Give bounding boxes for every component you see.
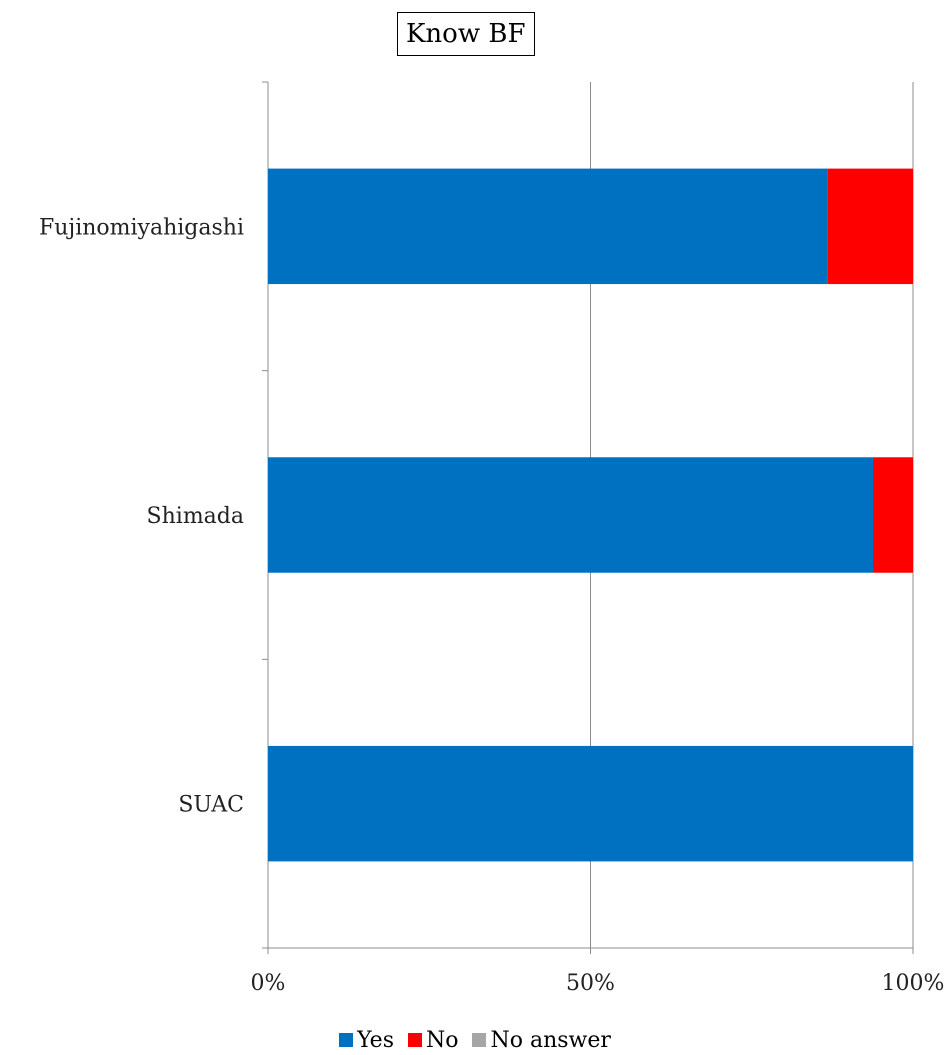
legend-swatch [407,1033,422,1047]
category-label: Shimada [147,504,244,529]
bar-yes [268,168,828,285]
category-label: SUAC [178,793,244,818]
chart-title: Know BF [397,12,535,56]
bar-chart: 0% 50% 100% Fujinomiyahigashi Shimada SUAC [39,81,945,996]
category-label: Fujinomiyahigashi [39,215,244,240]
legend-item: No [407,1027,459,1053]
x-tick-label: 0% [251,971,286,996]
legend-swatch [339,1033,354,1047]
bar-no [873,457,913,573]
bar-no [827,168,913,285]
bar-yes [268,745,913,862]
legend-label: Yes [357,1027,394,1053]
legend-label: No answer [490,1027,611,1053]
bar-yes [268,457,874,573]
legend-swatch [472,1033,487,1047]
legend-item: Yes [339,1028,394,1053]
x-tick-label: 100% [882,971,945,996]
x-tick-label: 50% [566,971,615,996]
chart-legend: Yes No No answer [0,1026,950,1054]
legend-item: No answer [472,1027,611,1053]
legend-label: No [425,1027,459,1053]
